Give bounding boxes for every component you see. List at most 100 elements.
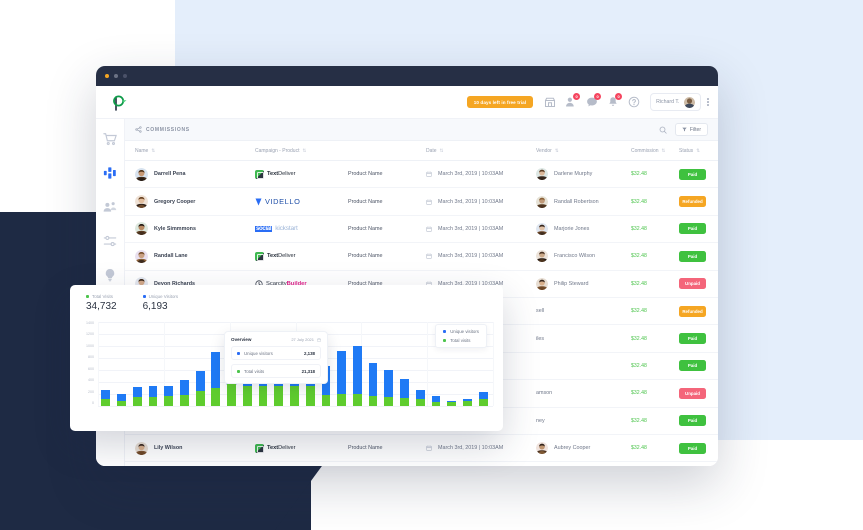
chart-bar-slot[interactable] bbox=[129, 322, 145, 406]
kpi-total-visits-label-row: Total Visits bbox=[86, 294, 117, 299]
bar-segment-unique-visitors bbox=[305, 383, 315, 387]
col-status[interactable]: Status ⇅ bbox=[679, 141, 718, 161]
user-add-icon[interactable]: 0 bbox=[565, 93, 581, 108]
table-row[interactable]: Kyle Simmmons social kickstart Product Name… bbox=[125, 215, 718, 244]
chart-bar-slot[interactable] bbox=[287, 322, 303, 406]
sidebar-item-dashboard[interactable] bbox=[103, 166, 117, 180]
chart-bar bbox=[290, 384, 299, 406]
campaign-logo-textdeliver: TextDeliver bbox=[255, 251, 348, 261]
chart-bar-slot[interactable] bbox=[98, 322, 114, 406]
cell-status: Refunded bbox=[679, 187, 718, 216]
chart-bar-slot[interactable] bbox=[334, 322, 350, 406]
bar-segment-total-visits bbox=[211, 388, 221, 406]
bar-segment-total-visits bbox=[321, 395, 331, 406]
cell-vendor bbox=[536, 352, 631, 381]
sort-icon: ⇅ bbox=[696, 148, 700, 153]
chart-bar-slot[interactable] bbox=[145, 322, 161, 406]
chart-bar-slot[interactable] bbox=[475, 322, 491, 406]
chart-bar-slot[interactable] bbox=[412, 322, 428, 406]
table-row[interactable]: Lily Wilson TextDeliver Product Name March … bbox=[125, 434, 718, 463]
cell-campaign: TextDeliver bbox=[255, 434, 348, 463]
col-status-label: Status bbox=[679, 148, 694, 154]
cell-status: Paid bbox=[679, 160, 718, 189]
chart-bar-slot[interactable] bbox=[161, 322, 177, 406]
row-vendor-label: amson bbox=[536, 390, 553, 397]
window-dot-maximize[interactable] bbox=[123, 74, 127, 78]
chart-bar-slot[interactable] bbox=[114, 322, 130, 406]
user-menu[interactable]: Richard T. bbox=[650, 93, 702, 111]
bar-segment-total-visits bbox=[305, 386, 315, 406]
chart-bar-slot[interactable] bbox=[428, 322, 444, 406]
filter-button[interactable]: Filter bbox=[674, 123, 708, 136]
bar-segment-unique-visitors bbox=[431, 395, 441, 402]
col-commission[interactable]: Commission ⇅ bbox=[631, 141, 679, 161]
chart-bar-slot[interactable] bbox=[444, 322, 460, 406]
col-name[interactable]: Name ⇅ bbox=[125, 141, 255, 161]
chart-bar-slot[interactable] bbox=[239, 322, 255, 406]
window-dot-close[interactable] bbox=[105, 74, 109, 78]
kickstart-icon: social bbox=[255, 225, 273, 232]
col-name-label: Name bbox=[135, 148, 149, 154]
cell-vendor: Philip Steward bbox=[536, 270, 631, 298]
commissions-header: COMMISSIONS Filter bbox=[125, 119, 718, 141]
cell-vendor: Aubrey Cooper bbox=[536, 434, 631, 463]
sidebar-item-ideas[interactable] bbox=[103, 268, 117, 282]
chart-bar-slot[interactable] bbox=[177, 322, 193, 406]
sidebar-item-affiliates[interactable] bbox=[103, 200, 117, 214]
help-icon[interactable] bbox=[628, 96, 640, 108]
app-top-bar-icons: 0 0 0 bbox=[544, 93, 640, 108]
chart-bar-slot[interactable] bbox=[271, 322, 287, 406]
bar-segment-total-visits bbox=[337, 394, 347, 406]
row-vendor-label: Aubrey Cooper bbox=[554, 445, 591, 452]
chart-bar-slot[interactable] bbox=[350, 322, 366, 406]
y-axis-tick: 400 bbox=[88, 378, 94, 383]
bar-segment-unique-visitors bbox=[101, 389, 111, 400]
chart-bar-slot[interactable] bbox=[208, 322, 224, 406]
chart-bar-slot[interactable] bbox=[255, 322, 271, 406]
col-date[interactable]: Date ⇅ bbox=[426, 141, 536, 161]
col-vendor[interactable]: Vendor ⇅ bbox=[536, 141, 631, 161]
chat-icon[interactable]: 0 bbox=[586, 93, 602, 108]
bar-segment-total-visits bbox=[368, 396, 378, 406]
store-icon[interactable] bbox=[544, 96, 556, 108]
cell-status: Paid bbox=[679, 215, 718, 244]
chart-bar-slot[interactable] bbox=[397, 322, 413, 406]
bar-segment-total-visits bbox=[180, 395, 189, 406]
calendar-icon bbox=[426, 253, 432, 260]
cell-campaign: VIDELLO bbox=[255, 187, 348, 216]
row-name-label: Kyle Simmmons bbox=[154, 225, 196, 232]
kebab-menu-icon[interactable] bbox=[707, 98, 709, 106]
row-name-label: Randall Lane bbox=[154, 253, 188, 260]
legend-swatch-unique-visitors bbox=[443, 330, 447, 333]
app-logo-icon[interactable] bbox=[106, 94, 132, 111]
bell-icon[interactable]: 0 bbox=[607, 93, 623, 108]
row-vendor-label: Randall Robertson bbox=[554, 198, 599, 205]
chart-bar-slot[interactable] bbox=[460, 322, 476, 406]
chart-bar bbox=[431, 395, 441, 406]
avatar bbox=[135, 441, 148, 455]
sidebar-item-settings[interactable] bbox=[103, 234, 117, 248]
table-row[interactable]: Darrell Pena TextDeliver Product Name March… bbox=[125, 160, 718, 189]
chart-bar-slot[interactable] bbox=[381, 322, 397, 406]
chart-bar bbox=[447, 401, 457, 406]
bar-segment-total-visits bbox=[431, 401, 441, 406]
cell-status: Refunded bbox=[679, 297, 718, 326]
window-dot-minimize[interactable] bbox=[114, 74, 118, 78]
search-icon[interactable] bbox=[659, 126, 667, 134]
status-badge: Paid bbox=[679, 442, 706, 454]
free-trial-badge[interactable]: 10 days left in free trial bbox=[466, 96, 534, 108]
bar-segment-total-visits bbox=[132, 397, 142, 406]
row-vendor-label: Francisco Wilson bbox=[554, 253, 596, 260]
chart-bar-slot[interactable] bbox=[365, 322, 381, 406]
cell-date: March 3rd, 2019 | 10:03AM bbox=[426, 187, 536, 216]
chart-bar-slot[interactable] bbox=[302, 322, 318, 406]
chart-bar-slot[interactable] bbox=[192, 322, 208, 406]
sidebar-item-cart[interactable] bbox=[103, 132, 117, 146]
table-row[interactable]: Gregory Cooper VIDELLO Product Name March 3… bbox=[125, 187, 718, 216]
chart-bar bbox=[368, 363, 378, 406]
col-campaign[interactable]: Campaign - Product ⇅ bbox=[255, 141, 348, 161]
table-row[interactable]: Randall Lane TextDeliver Product Name March… bbox=[125, 242, 718, 271]
row-name-label: Devon Richards bbox=[154, 280, 196, 287]
bar-segment-total-visits bbox=[400, 398, 409, 406]
